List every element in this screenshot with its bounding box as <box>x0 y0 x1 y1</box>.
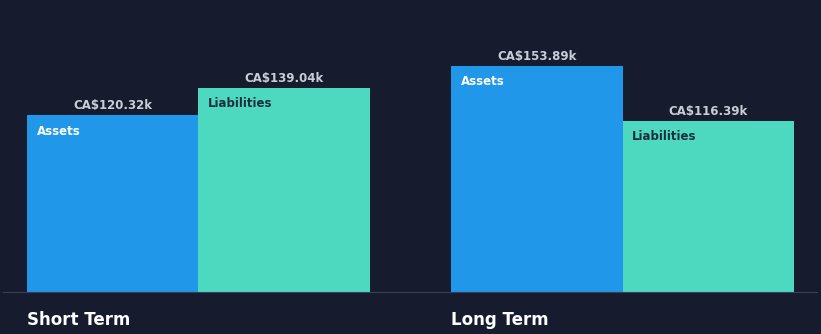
FancyBboxPatch shape <box>452 66 622 292</box>
Text: Short Term: Short Term <box>27 311 131 329</box>
Text: CA$120.32k: CA$120.32k <box>73 99 153 112</box>
FancyBboxPatch shape <box>199 88 369 292</box>
Text: CA$139.04k: CA$139.04k <box>245 71 323 85</box>
Text: Liabilities: Liabilities <box>632 130 697 143</box>
Text: Assets: Assets <box>37 125 80 138</box>
Text: Long Term: Long Term <box>452 311 549 329</box>
Text: Liabilities: Liabilities <box>209 97 273 110</box>
Text: CA$116.39k: CA$116.39k <box>668 105 748 118</box>
Text: Assets: Assets <box>461 75 505 88</box>
FancyBboxPatch shape <box>27 116 199 292</box>
FancyBboxPatch shape <box>622 121 794 292</box>
Text: CA$153.89k: CA$153.89k <box>498 50 576 63</box>
